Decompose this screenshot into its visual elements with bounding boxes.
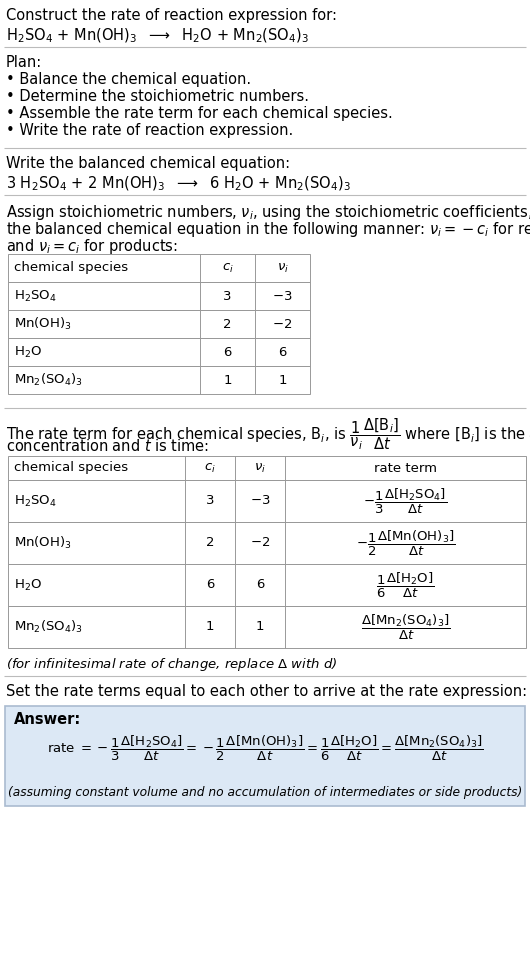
Text: Mn(OH)$_3$: Mn(OH)$_3$ [14, 316, 72, 332]
Text: H$_2$SO$_4$ + Mn(OH)$_3$  $\longrightarrow$  H$_2$O + Mn$_2$(SO$_4$)$_3$: H$_2$SO$_4$ + Mn(OH)$_3$ $\longrightarro… [6, 27, 309, 45]
Text: Mn(OH)$_3$: Mn(OH)$_3$ [14, 535, 72, 551]
Text: $\nu_i$: $\nu_i$ [254, 462, 266, 474]
Text: (assuming constant volume and no accumulation of intermediates or side products): (assuming constant volume and no accumul… [8, 786, 522, 799]
Text: $-3$: $-3$ [250, 495, 270, 508]
Text: $\nu_i$: $\nu_i$ [277, 262, 288, 274]
Text: $\dfrac{\Delta[\mathrm{Mn_2(SO_4)_3}]}{\Delta t}$: $\dfrac{\Delta[\mathrm{Mn_2(SO_4)_3}]}{\… [361, 612, 450, 642]
Text: Set the rate terms equal to each other to arrive at the rate expression:: Set the rate terms equal to each other t… [6, 684, 527, 699]
Text: 6: 6 [278, 346, 287, 359]
Text: the balanced chemical equation in the following manner: $\nu_i = -c_i$ for react: the balanced chemical equation in the fo… [6, 220, 530, 239]
Text: 2: 2 [206, 536, 214, 550]
Text: 6: 6 [256, 578, 264, 592]
Bar [8, 310, 310, 338]
Text: Plan:: Plan: [6, 55, 42, 70]
Text: • Write the rate of reaction expression.: • Write the rate of reaction expression. [6, 123, 293, 138]
Text: 1: 1 [256, 620, 264, 633]
Bar [8, 366, 310, 394]
Text: $c_i$: $c_i$ [222, 262, 233, 274]
Text: Answer:: Answer: [14, 712, 81, 727]
Text: 6: 6 [206, 578, 214, 592]
Text: $-3$: $-3$ [272, 289, 293, 303]
Text: Assign stoichiometric numbers, $\nu_i$, using the stoichiometric coefficients, $: Assign stoichiometric numbers, $\nu_i$, … [6, 203, 530, 222]
Text: concentration and $t$ is time:: concentration and $t$ is time: [6, 438, 209, 454]
Bar [8, 564, 526, 606]
Text: $-2$: $-2$ [272, 318, 293, 330]
Bar [8, 480, 526, 522]
Text: • Balance the chemical equation.: • Balance the chemical equation. [6, 72, 251, 87]
Text: The rate term for each chemical species, B$_i$, is $\dfrac{1}{\nu_i}\dfrac{\Delt: The rate term for each chemical species,… [6, 416, 530, 452]
Bar [8, 456, 526, 480]
Text: $-\dfrac{1}{3}\dfrac{\Delta[\mathrm{H_2SO_4}]}{\Delta t}$: $-\dfrac{1}{3}\dfrac{\Delta[\mathrm{H_2S… [364, 486, 447, 515]
Text: H$_2$SO$_4$: H$_2$SO$_4$ [14, 494, 57, 509]
Text: $-\dfrac{1}{2}\dfrac{\Delta[\mathrm{Mn(OH)_3}]}{\Delta t}$: $-\dfrac{1}{2}\dfrac{\Delta[\mathrm{Mn(O… [356, 528, 455, 558]
Text: H$_2$SO$_4$: H$_2$SO$_4$ [14, 288, 57, 304]
Bar [8, 606, 526, 648]
Text: 2: 2 [223, 318, 232, 330]
Text: 3: 3 [206, 495, 214, 508]
Bar [8, 254, 310, 282]
Text: Mn$_2$(SO$_4$)$_3$: Mn$_2$(SO$_4$)$_3$ [14, 619, 83, 635]
Text: chemical species: chemical species [14, 262, 128, 274]
Text: Write the balanced chemical equation:: Write the balanced chemical equation: [6, 156, 290, 171]
Bar [8, 522, 526, 564]
Text: H$_2$O: H$_2$O [14, 344, 42, 360]
Text: $-2$: $-2$ [250, 536, 270, 550]
Text: 1: 1 [278, 373, 287, 386]
Text: rate term: rate term [374, 462, 437, 474]
Text: Construct the rate of reaction expression for:: Construct the rate of reaction expressio… [6, 8, 337, 23]
Text: • Assemble the rate term for each chemical species.: • Assemble the rate term for each chemic… [6, 106, 393, 121]
Text: 1: 1 [223, 373, 232, 386]
Text: • Determine the stoichiometric numbers.: • Determine the stoichiometric numbers. [6, 89, 309, 104]
Bar [8, 338, 310, 366]
Text: 3: 3 [223, 289, 232, 303]
Text: $c_i$: $c_i$ [204, 462, 216, 474]
Text: rate $= -\dfrac{1}{3}\dfrac{\Delta[\mathrm{H_2SO_4}]}{\Delta t} = -\dfrac{1}{2}\: rate $= -\dfrac{1}{3}\dfrac{\Delta[\math… [47, 733, 483, 762]
Text: (for infinitesimal rate of change, replace $\Delta$ with $d$): (for infinitesimal rate of change, repla… [6, 656, 338, 673]
Text: $\dfrac{1}{6}\dfrac{\Delta[\mathrm{H_2O}]}{\Delta t}$: $\dfrac{1}{6}\dfrac{\Delta[\mathrm{H_2O}… [376, 570, 435, 600]
FancyBboxPatch shape [5, 706, 525, 806]
Text: 1: 1 [206, 620, 214, 633]
Text: 6: 6 [223, 346, 232, 359]
Text: Mn$_2$(SO$_4$)$_3$: Mn$_2$(SO$_4$)$_3$ [14, 372, 83, 388]
Bar [8, 282, 310, 310]
Text: and $\nu_i = c_i$ for products:: and $\nu_i = c_i$ for products: [6, 237, 178, 256]
Text: H$_2$O: H$_2$O [14, 577, 42, 593]
Text: chemical species: chemical species [14, 462, 128, 474]
Text: 3 H$_2$SO$_4$ + 2 Mn(OH)$_3$  $\longrightarrow$  6 H$_2$O + Mn$_2$(SO$_4$)$_3$: 3 H$_2$SO$_4$ + 2 Mn(OH)$_3$ $\longright… [6, 175, 351, 193]
